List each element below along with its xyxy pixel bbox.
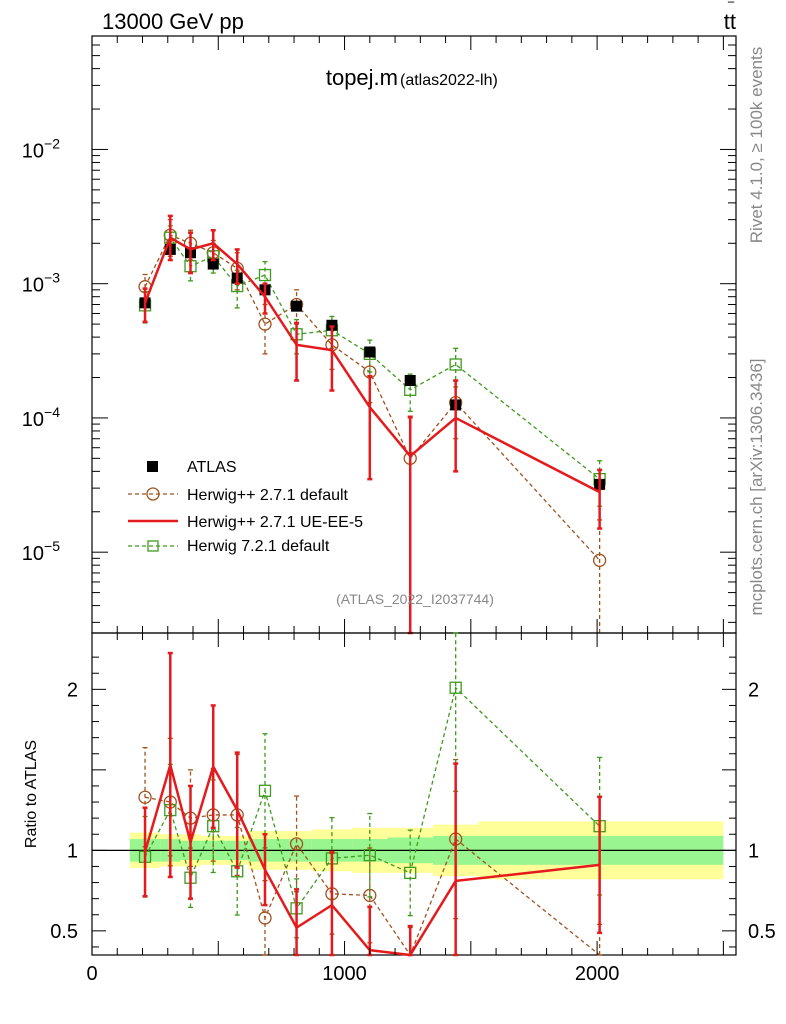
marker-h7 (258, 268, 272, 282)
series-ratio-line-h7 (144, 686, 601, 910)
ratio-marker-h7 (449, 681, 462, 694)
legend-h271-marker (146, 487, 160, 501)
series-line-ue (143, 235, 601, 494)
series-line-h7 (144, 236, 601, 480)
ratio-ylabel: Ratio to ATLAS (23, 740, 40, 848)
data-point (291, 300, 303, 312)
main-axis-ticks: 10−2 10−3 10−4 10−5 (22, 35, 736, 633)
ratio-marker-h271 (138, 790, 152, 804)
data-point (404, 375, 416, 387)
ratio-marker-h7 (404, 866, 417, 880)
main-plot-area (138, 214, 607, 635)
ratio-axis-ticks: 2 2 1 1 0.5 0.5 (50, 633, 776, 955)
y-tick-label: 10−3 (22, 270, 60, 297)
ratio-tick-label: 1 (67, 840, 78, 862)
ratio-marker-h7 (258, 784, 272, 797)
process-bar: ‾ (727, 1, 734, 18)
ratio-tick-label: 2 (67, 679, 78, 701)
legend-label-data: ATLAS (187, 459, 237, 476)
ratio-plot-area (92, 632, 736, 957)
ratio-tick-label-right: 2 (748, 679, 759, 701)
data-point (364, 346, 376, 358)
marker-h7 (449, 358, 462, 371)
plot-title: topej.m (326, 65, 398, 90)
plot-subtitle: (atlas2022-lh) (400, 72, 498, 89)
mcplots-label: mcplots.cern.ch [arXiv:1306.3436] (747, 358, 766, 615)
energy-label: 13000 GeV pp (102, 9, 244, 34)
x-tick-labels: 0 1000 2000 (86, 963, 619, 985)
y-tick-label: 10−4 (22, 404, 60, 431)
rivet-label: Rivet 4.1.0, ≥ 100k events (747, 47, 766, 243)
ratio-tick-label: 0.5 (50, 921, 78, 943)
ratio-tick-label-right: 1 (748, 840, 759, 862)
series-ratio-line-h271 (144, 796, 601, 957)
ratio-marker-h271 (289, 837, 304, 851)
legend-label-h271: Herwig++ 2.7.1 default (187, 487, 349, 504)
marker-h271 (258, 317, 272, 331)
legend-label-ue: Herwig++ 2.7.1 UE-EE-5 (187, 514, 363, 531)
analysis-label: (ATLAS_2022_I2037744) (336, 591, 494, 607)
process-label: tt (724, 9, 736, 34)
series-ratio-line-ue (143, 760, 600, 957)
legend-label-h7: Herwig 7.2.1 default (187, 538, 330, 555)
marker-h271 (592, 553, 607, 567)
ratio-plot-frame (91, 632, 737, 956)
legend-h7-marker (147, 540, 159, 552)
ratio-marker-h271 (258, 911, 272, 925)
x-tick-label: 1000 (322, 963, 367, 985)
x-tick-label: 0 (86, 963, 97, 985)
ratio-marker-h7 (363, 849, 376, 862)
x-tick-label: 2000 (575, 963, 620, 985)
series-line-h271 (144, 234, 601, 561)
ratio-tick-label-right: 0.5 (748, 921, 776, 943)
legend-data-marker (147, 461, 158, 472)
y-tick-label: 10−5 (22, 538, 60, 565)
data-point (207, 258, 219, 270)
y-tick-label: 10−2 (22, 135, 60, 162)
legend: ATLAS Herwig++ 2.7.1 default Herwig++ 2.… (128, 459, 363, 555)
